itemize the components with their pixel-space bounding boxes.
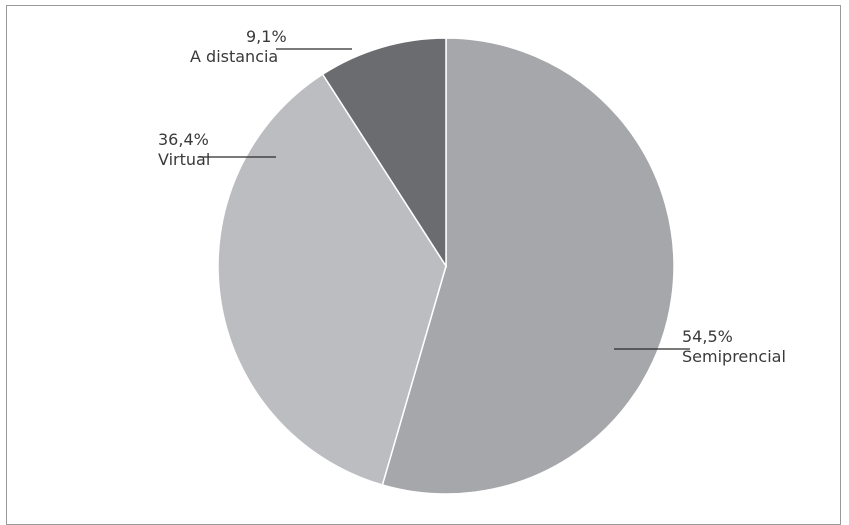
pie-slices: [217, 37, 675, 495]
pie-slice-semiprencial: [381, 37, 675, 495]
pie-labels: 54,5%Semiprencial 36,4%Virtual 9,1%A dista…: [158, 27, 786, 366]
slice-category-label: Semiprencial: [682, 347, 786, 366]
slice-category-label: A distancia: [190, 47, 278, 66]
slice-percent-label: 54,5%: [682, 327, 733, 346]
slice-category-label: Virtual: [158, 150, 210, 169]
slice-percent-label: 36,4%: [158, 130, 209, 149]
pie-slice-a-distancia: [321, 37, 447, 269]
slice-percent-label: 9,1%: [246, 27, 287, 46]
pie-slice-virtual: [217, 73, 447, 486]
